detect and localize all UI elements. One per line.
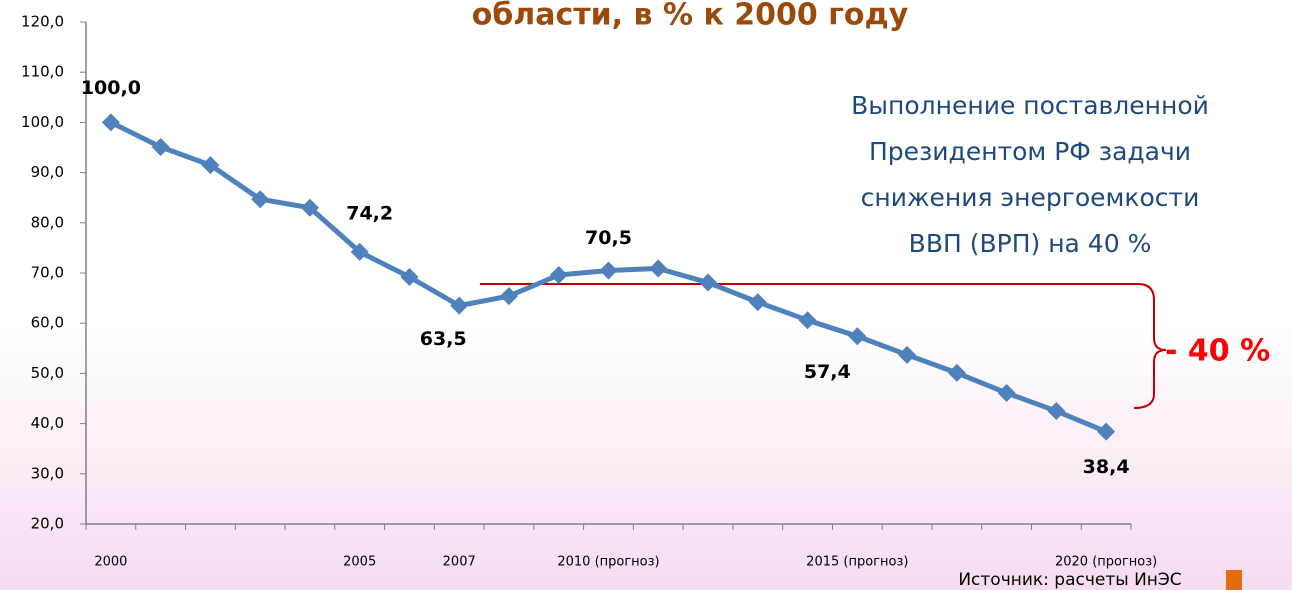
data-label: 70,5 bbox=[585, 227, 632, 249]
y-tick-label: 20,0 bbox=[31, 515, 64, 533]
y-tick-label: 110,0 bbox=[21, 63, 64, 81]
data-point bbox=[1097, 422, 1116, 441]
data-point bbox=[151, 137, 170, 156]
annotation-line: Выполнение поставленной bbox=[851, 91, 1209, 120]
y-tick-label: 50,0 bbox=[31, 364, 64, 382]
data-point bbox=[400, 268, 419, 287]
data-point bbox=[947, 363, 966, 382]
x-tick-label: 2005 bbox=[343, 555, 376, 570]
y-tick-label: 60,0 bbox=[31, 314, 64, 332]
data-label: 100,0 bbox=[81, 77, 141, 99]
x-tick-label: 2020 (прогноз) bbox=[1055, 555, 1157, 570]
data-label: 57,4 bbox=[804, 361, 851, 383]
bracket bbox=[1133, 283, 1167, 409]
data-point bbox=[748, 293, 767, 312]
data-point bbox=[300, 198, 319, 217]
x-tick-label: 2015 (прогноз) bbox=[806, 555, 908, 570]
data-point bbox=[101, 113, 120, 132]
x-tick-label: 2010 (прогноз) bbox=[557, 555, 659, 570]
data-point bbox=[1047, 402, 1066, 421]
data-point bbox=[997, 383, 1016, 402]
data-point bbox=[599, 261, 618, 280]
chart-title: области, в % к 2000 году bbox=[472, 0, 909, 33]
data-point bbox=[798, 311, 817, 330]
data-point bbox=[649, 259, 668, 278]
y-tick-label: 120,0 bbox=[21, 13, 64, 31]
y-tick-label: 100,0 bbox=[21, 113, 64, 131]
reduction-label: - 40 % bbox=[1165, 334, 1270, 369]
data-point bbox=[350, 242, 369, 261]
data-point bbox=[549, 266, 568, 285]
data-point bbox=[201, 156, 220, 175]
y-tick-label: 70,0 bbox=[31, 264, 64, 282]
y-tick-label: 80,0 bbox=[31, 213, 64, 231]
annotation-line: Президентом РФ задачи bbox=[869, 137, 1191, 166]
data-point bbox=[251, 190, 270, 209]
data-label: 74,2 bbox=[346, 202, 393, 224]
data-label: 38,4 bbox=[1083, 456, 1130, 478]
data-point bbox=[499, 287, 518, 306]
annotation-line: снижения энергоемкости bbox=[861, 183, 1200, 212]
y-tick-label: 30,0 bbox=[31, 464, 64, 482]
decor bbox=[1226, 570, 1242, 590]
x-tick-label: 2007 bbox=[443, 555, 476, 570]
y-tick-label: 40,0 bbox=[31, 414, 64, 432]
source: Источник: расчеты ИнЭС bbox=[958, 570, 1181, 590]
annotation: Выполнение поставленной Президентом РФ за… bbox=[851, 91, 1209, 258]
data-label: 63,5 bbox=[420, 328, 467, 350]
data-point bbox=[898, 345, 917, 364]
annotation-line: ВВП (ВРП) на 40 % bbox=[909, 229, 1152, 258]
x-tick-label: 2000 bbox=[94, 555, 127, 570]
y-tick-label: 90,0 bbox=[31, 163, 64, 181]
data-point bbox=[450, 296, 469, 315]
data-point bbox=[848, 327, 867, 346]
data-point bbox=[699, 273, 718, 292]
